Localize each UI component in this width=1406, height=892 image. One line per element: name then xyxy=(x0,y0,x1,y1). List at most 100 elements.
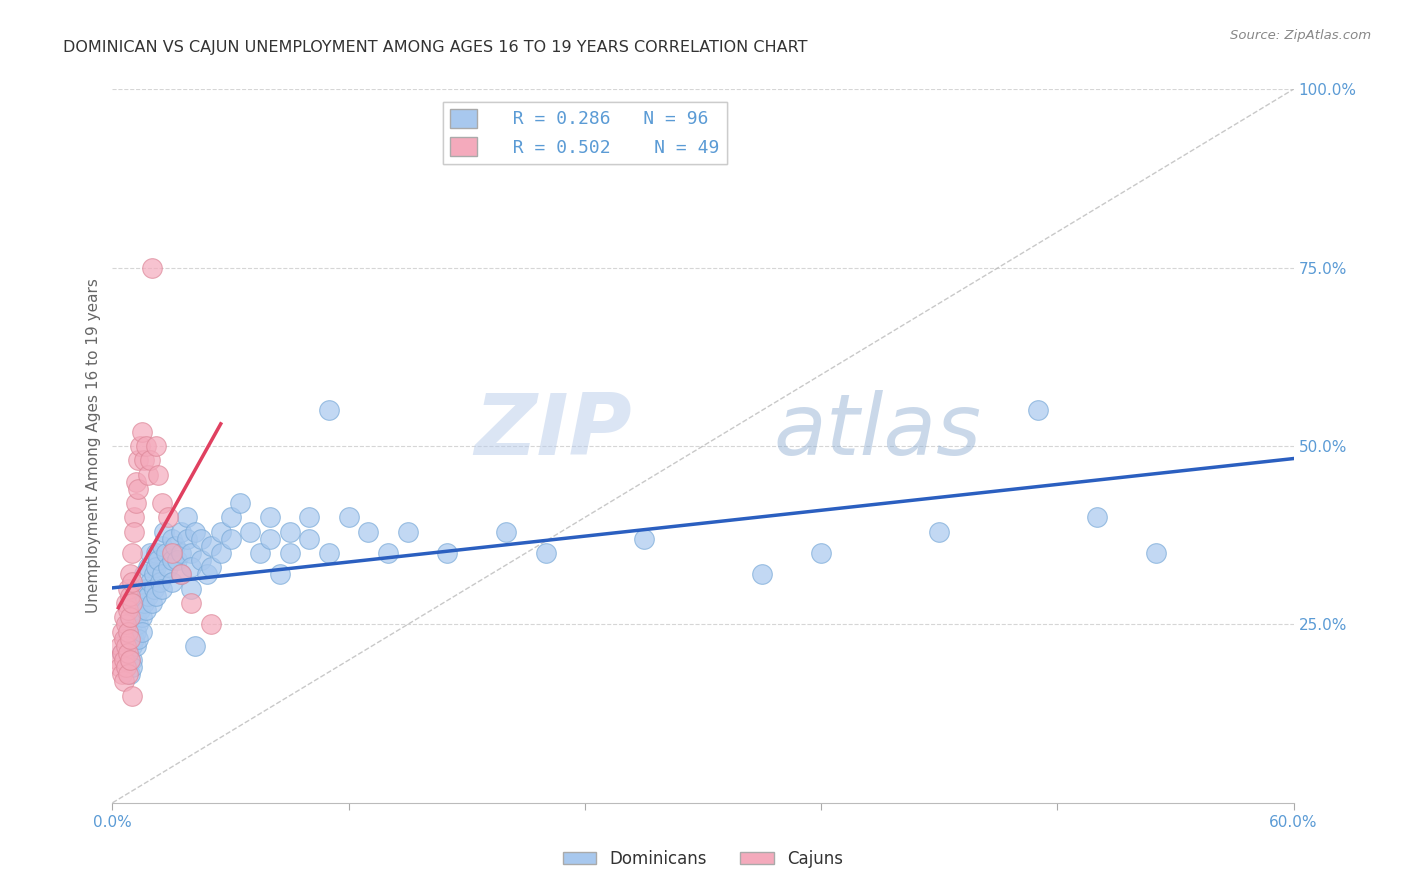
Point xyxy=(176,510,198,524)
Point xyxy=(219,510,242,524)
Point xyxy=(117,603,139,617)
Point xyxy=(135,439,157,453)
Point xyxy=(125,475,148,489)
Point xyxy=(142,582,165,596)
Point xyxy=(117,624,139,639)
Point xyxy=(145,560,167,574)
Point xyxy=(259,532,281,546)
Point xyxy=(141,260,163,275)
Point xyxy=(145,439,167,453)
Point xyxy=(122,524,145,539)
Point xyxy=(259,510,281,524)
Point xyxy=(115,632,138,646)
Point xyxy=(139,574,162,589)
Point xyxy=(170,567,193,582)
Point xyxy=(120,667,142,681)
Point xyxy=(318,546,340,560)
Point xyxy=(139,546,162,560)
Point xyxy=(1144,546,1167,560)
Point xyxy=(125,639,148,653)
Point xyxy=(184,639,207,653)
Point xyxy=(152,524,174,539)
Point xyxy=(160,532,183,546)
Point xyxy=(146,553,169,567)
Point xyxy=(121,624,143,639)
Point xyxy=(751,567,773,582)
Point xyxy=(121,639,143,653)
Point xyxy=(278,546,301,560)
Point xyxy=(121,574,143,589)
Point xyxy=(166,553,188,567)
Point xyxy=(209,546,232,560)
Point xyxy=(150,539,173,553)
Point xyxy=(337,510,360,524)
Point xyxy=(125,496,148,510)
Point xyxy=(436,546,458,560)
Point xyxy=(145,589,167,603)
Point xyxy=(121,689,143,703)
Point xyxy=(120,610,142,624)
Point xyxy=(120,632,142,646)
Point xyxy=(160,546,183,560)
Point xyxy=(1085,510,1108,524)
Point xyxy=(180,582,202,596)
Point xyxy=(117,582,139,596)
Point xyxy=(120,567,142,582)
Point xyxy=(239,524,262,539)
Point xyxy=(200,617,222,632)
Point xyxy=(200,539,222,553)
Point xyxy=(278,524,301,539)
Point xyxy=(160,574,183,589)
Point xyxy=(156,510,179,524)
Point xyxy=(131,624,153,639)
Point xyxy=(121,546,143,560)
Point xyxy=(131,589,153,603)
Point xyxy=(110,660,132,674)
Point xyxy=(377,546,399,560)
Point xyxy=(135,582,157,596)
Point xyxy=(142,567,165,582)
Point xyxy=(141,596,163,610)
Point xyxy=(129,439,152,453)
Point xyxy=(129,603,152,617)
Point xyxy=(122,632,145,646)
Point xyxy=(170,524,193,539)
Point xyxy=(150,496,173,510)
Point xyxy=(180,560,202,574)
Point xyxy=(111,646,134,660)
Point xyxy=(131,425,153,439)
Point xyxy=(122,603,145,617)
Point xyxy=(115,639,138,653)
Point xyxy=(190,532,212,546)
Point xyxy=(810,546,832,560)
Point xyxy=(298,532,321,546)
Point xyxy=(127,596,149,610)
Point xyxy=(122,510,145,524)
Point xyxy=(149,574,172,589)
Point xyxy=(115,660,138,674)
Point xyxy=(165,539,187,553)
Point xyxy=(111,646,134,660)
Point xyxy=(136,560,159,574)
Point xyxy=(115,660,138,674)
Point xyxy=(180,596,202,610)
Point xyxy=(112,674,135,689)
Point xyxy=(120,589,142,603)
Point xyxy=(146,467,169,482)
Point xyxy=(120,653,142,667)
Point xyxy=(127,617,149,632)
Point xyxy=(125,610,148,624)
Point xyxy=(396,524,419,539)
Point xyxy=(633,532,655,546)
Point xyxy=(298,510,321,524)
Point xyxy=(112,653,135,667)
Point xyxy=(145,546,167,560)
Point xyxy=(127,632,149,646)
Point xyxy=(156,560,179,574)
Point xyxy=(127,482,149,496)
Point xyxy=(495,524,517,539)
Point xyxy=(132,596,155,610)
Y-axis label: Unemployment Among Ages 16 to 19 years: Unemployment Among Ages 16 to 19 years xyxy=(86,278,101,614)
Point xyxy=(136,589,159,603)
Point xyxy=(184,524,207,539)
